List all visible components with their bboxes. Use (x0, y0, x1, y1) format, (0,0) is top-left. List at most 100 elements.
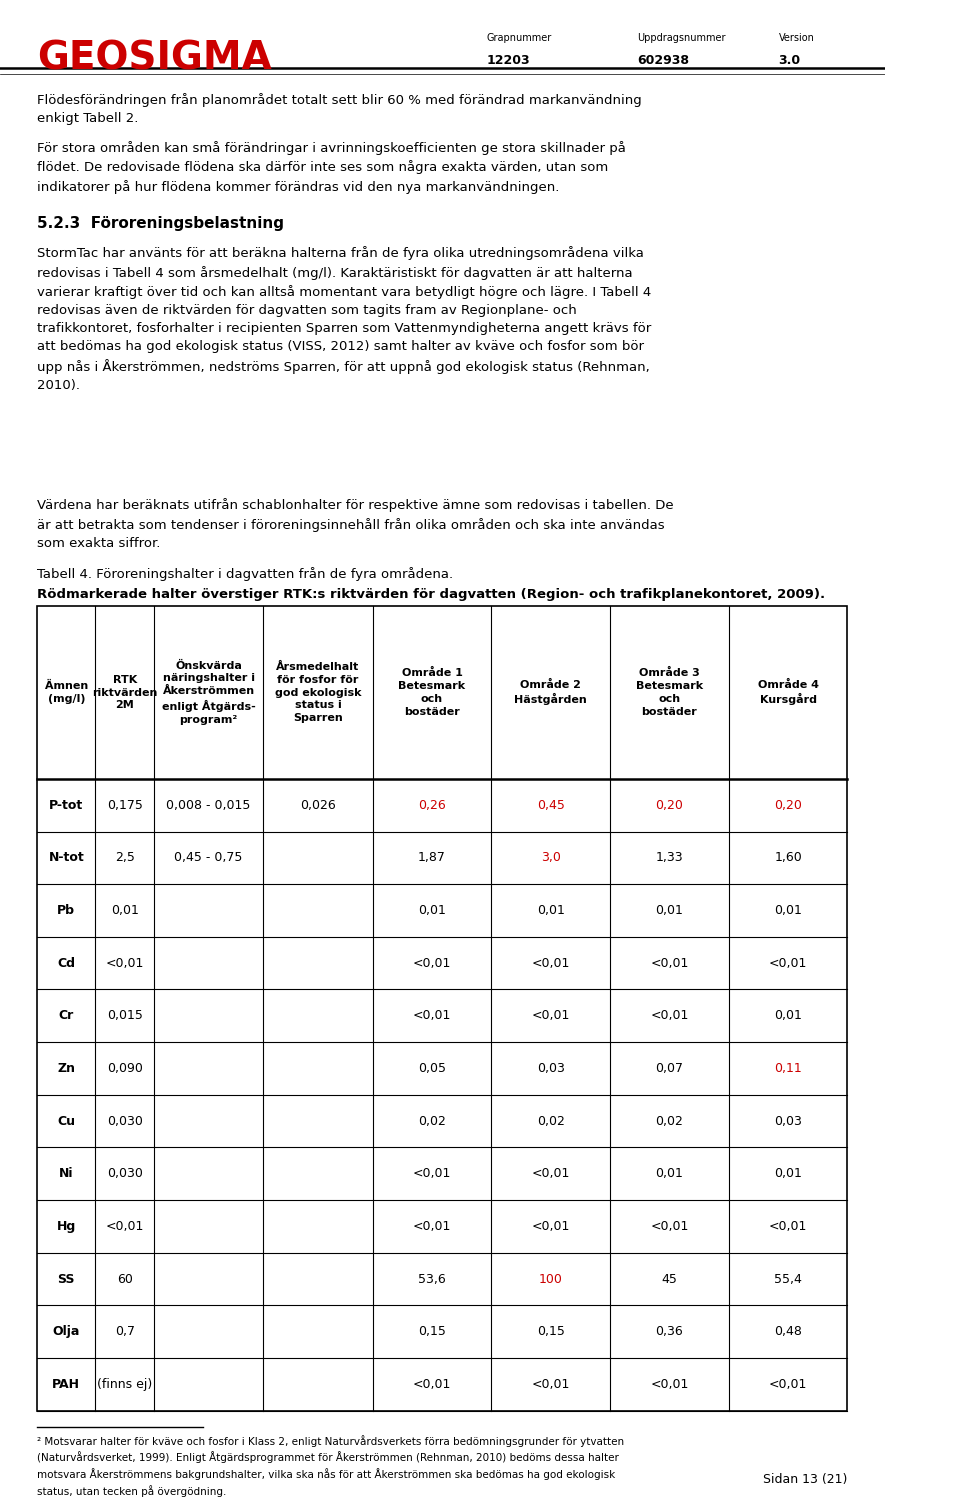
Text: Sidan 13 (21): Sidan 13 (21) (763, 1473, 848, 1486)
Text: Önskvärda
näringshalter i
Åkerströmmen
enligt Åtgärds-
program²: Önskvärda näringshalter i Åkerströmmen e… (161, 661, 255, 724)
Text: Zn: Zn (58, 1061, 75, 1075)
Text: Område 1
Betesmark
och
bostäder: Område 1 Betesmark och bostäder (398, 668, 466, 717)
Text: <0,01: <0,01 (413, 1010, 451, 1022)
Text: 100: 100 (539, 1273, 563, 1285)
Text: 0,02: 0,02 (418, 1114, 445, 1128)
Text: 45: 45 (661, 1273, 678, 1285)
Text: 0,01: 0,01 (418, 904, 445, 916)
Text: 2,5: 2,5 (115, 851, 134, 865)
Text: <0,01: <0,01 (532, 1377, 570, 1391)
Text: Flödesförändringen från planområdet totalt sett blir 60 % med förändrad markanvä: Flödesförändringen från planområdet tota… (37, 94, 642, 125)
Text: 0,20: 0,20 (774, 798, 802, 812)
Text: Uppdragsnummer: Uppdragsnummer (636, 33, 726, 42)
Text: SS: SS (58, 1273, 75, 1285)
Text: StormTac har använts för att beräkna halterna från de fyra olika utredningsområd: StormTac har använts för att beräkna hal… (37, 246, 652, 392)
Text: <0,01: <0,01 (532, 957, 570, 969)
Text: 12203: 12203 (487, 54, 530, 67)
Bar (37, 606, 848, 1411)
Text: 0,008 - 0,015: 0,008 - 0,015 (166, 798, 251, 812)
Text: <0,01: <0,01 (532, 1010, 570, 1022)
Text: 1,33: 1,33 (656, 851, 684, 865)
Text: 0,05: 0,05 (418, 1061, 446, 1075)
Text: 0,01: 0,01 (656, 1167, 684, 1181)
Text: 0,026: 0,026 (300, 798, 336, 812)
Text: 1,87: 1,87 (418, 851, 445, 865)
Text: <0,01: <0,01 (413, 957, 451, 969)
Text: 0,030: 0,030 (107, 1167, 143, 1181)
Text: 60: 60 (117, 1273, 132, 1285)
Text: <0,01: <0,01 (532, 1167, 570, 1181)
Text: 0,01: 0,01 (656, 904, 684, 916)
Text: Årsmedelhalt
för fosfor för
god ekologisk
status i
Sparren: Årsmedelhalt för fosfor för god ekologis… (275, 662, 361, 723)
Text: <0,01: <0,01 (532, 1220, 570, 1232)
Text: 0,02: 0,02 (656, 1114, 684, 1128)
Text: 0,01: 0,01 (774, 904, 802, 916)
Text: <0,01: <0,01 (413, 1220, 451, 1232)
Text: 1,60: 1,60 (775, 851, 802, 865)
Text: Värdena har beräknats utifrån schablonhalter för respektive ämne som redovisas i: Värdena har beräknats utifrån schablonha… (37, 499, 674, 550)
Text: 0,01: 0,01 (774, 1167, 802, 1181)
Text: 0,36: 0,36 (656, 1325, 684, 1338)
Text: 0,26: 0,26 (419, 798, 445, 812)
Text: ² Motsvarar halter för kväve och fosfor i Klass 2, enligt Naturvårdsverkets förr: ² Motsvarar halter för kväve och fosfor … (37, 1435, 624, 1497)
Text: N-tot: N-tot (48, 851, 84, 865)
Text: Ni: Ni (60, 1167, 74, 1181)
Text: 0,090: 0,090 (107, 1061, 143, 1075)
Text: Cd: Cd (58, 957, 75, 969)
Text: <0,01: <0,01 (769, 957, 807, 969)
Text: Version: Version (779, 33, 814, 42)
Text: 3.0: 3.0 (779, 54, 801, 67)
Text: 0,02: 0,02 (537, 1114, 564, 1128)
Text: <0,01: <0,01 (769, 1377, 807, 1391)
Text: 0,45: 0,45 (537, 798, 564, 812)
Text: Rödmarkerade halter överstiger RTK:s riktvärden för dagvatten (Region- och trafi: Rödmarkerade halter överstiger RTK:s rik… (37, 588, 826, 602)
Text: 0,15: 0,15 (418, 1325, 445, 1338)
Text: <0,01: <0,01 (650, 1010, 688, 1022)
Text: Cu: Cu (58, 1114, 75, 1128)
Text: 0,48: 0,48 (774, 1325, 802, 1338)
Text: Område 2
Hästgården: Område 2 Hästgården (515, 680, 588, 706)
Text: För stora områden kan små förändringar i avrinningskoefficienten ge stora skilln: För stora områden kan små förändringar i… (37, 141, 626, 194)
Text: <0,01: <0,01 (650, 1377, 688, 1391)
Text: 0,030: 0,030 (107, 1114, 143, 1128)
Text: Cr: Cr (59, 1010, 74, 1022)
Text: RTK
riktvärden
2M: RTK riktvärden 2M (92, 674, 157, 711)
Text: 0,175: 0,175 (107, 798, 143, 812)
Text: 55,4: 55,4 (774, 1273, 802, 1285)
Text: Hg: Hg (57, 1220, 76, 1232)
Text: 53,6: 53,6 (419, 1273, 445, 1285)
Text: 0,03: 0,03 (537, 1061, 564, 1075)
Text: 0,15: 0,15 (537, 1325, 564, 1338)
Text: Pb: Pb (58, 904, 75, 916)
Text: PAH: PAH (53, 1377, 81, 1391)
Text: GEOSIGMA: GEOSIGMA (37, 39, 272, 77)
Text: 0,01: 0,01 (537, 904, 564, 916)
Text: (finns ej): (finns ej) (97, 1377, 153, 1391)
Text: Område 4
Kursgård: Område 4 Kursgård (757, 680, 819, 706)
Text: 0,07: 0,07 (656, 1061, 684, 1075)
Text: 0,7: 0,7 (114, 1325, 134, 1338)
Text: 0,01: 0,01 (110, 904, 138, 916)
Text: Område 3
Betesmark
och
bostäder: Område 3 Betesmark och bostäder (636, 668, 703, 717)
Text: Tabell 4. Föroreningshalter i dagvatten från de fyra områdena.: Tabell 4. Föroreningshalter i dagvatten … (37, 567, 458, 581)
Text: 0,03: 0,03 (774, 1114, 802, 1128)
Text: <0,01: <0,01 (769, 1220, 807, 1232)
Text: P-tot: P-tot (49, 798, 84, 812)
Text: 0,015: 0,015 (107, 1010, 143, 1022)
Text: 5.2.3  Föroreningsbelastning: 5.2.3 Föroreningsbelastning (37, 216, 284, 231)
Text: Olja: Olja (53, 1325, 80, 1338)
Text: 3,0: 3,0 (540, 851, 561, 865)
Text: <0,01: <0,01 (106, 1220, 144, 1232)
Text: Grapnummer: Grapnummer (487, 33, 552, 42)
Text: 0,01: 0,01 (774, 1010, 802, 1022)
Text: Ämnen
(mg/l): Ämnen (mg/l) (45, 680, 88, 705)
Text: 0,45 - 0,75: 0,45 - 0,75 (175, 851, 243, 865)
Text: <0,01: <0,01 (413, 1167, 451, 1181)
Text: <0,01: <0,01 (650, 957, 688, 969)
Text: <0,01: <0,01 (106, 957, 144, 969)
Text: 0,20: 0,20 (656, 798, 684, 812)
Text: <0,01: <0,01 (650, 1220, 688, 1232)
Text: <0,01: <0,01 (413, 1377, 451, 1391)
Text: 0,11: 0,11 (775, 1061, 802, 1075)
Text: 602938: 602938 (636, 54, 689, 67)
